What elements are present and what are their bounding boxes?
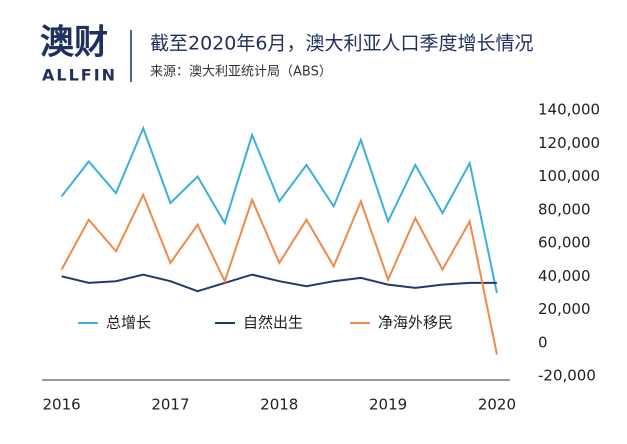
- x-tick-label: 2018: [260, 396, 298, 414]
- legend-label: 总增长: [106, 314, 151, 332]
- y-tick-label: -20,000: [538, 367, 596, 385]
- legend-label: 净海外移民: [378, 314, 453, 332]
- x-tick-label: 2020: [478, 396, 516, 414]
- y-tick-label: 140,000: [538, 101, 600, 119]
- series-line: [61, 273, 497, 293]
- series-line: [60, 125, 498, 294]
- logo-name: 澳财: [40, 23, 108, 63]
- y-tick-label: 80,000: [538, 200, 591, 218]
- chart-title: 截至2020年6月，澳大利亚人口季度增长情况: [150, 33, 533, 55]
- chart-subtitle: 来源：澳大利亚统计局（ABS）: [150, 64, 332, 80]
- y-tick-label: 20,000: [538, 300, 591, 318]
- x-tick-label: 2019: [369, 396, 407, 414]
- legend-label: 自然出生: [243, 314, 303, 332]
- logo-sub: ALLFIN: [42, 66, 117, 85]
- y-tick-label: 0: [538, 333, 548, 351]
- x-tick-label: 2016: [42, 396, 80, 414]
- y-tick-label: 60,000: [538, 234, 591, 252]
- y-tick-label: 100,000: [538, 167, 600, 185]
- y-tick-label: 120,000: [538, 134, 600, 152]
- x-tick-label: 2017: [151, 396, 189, 414]
- y-tick-label: 40,000: [538, 267, 591, 285]
- series-line: [60, 192, 498, 355]
